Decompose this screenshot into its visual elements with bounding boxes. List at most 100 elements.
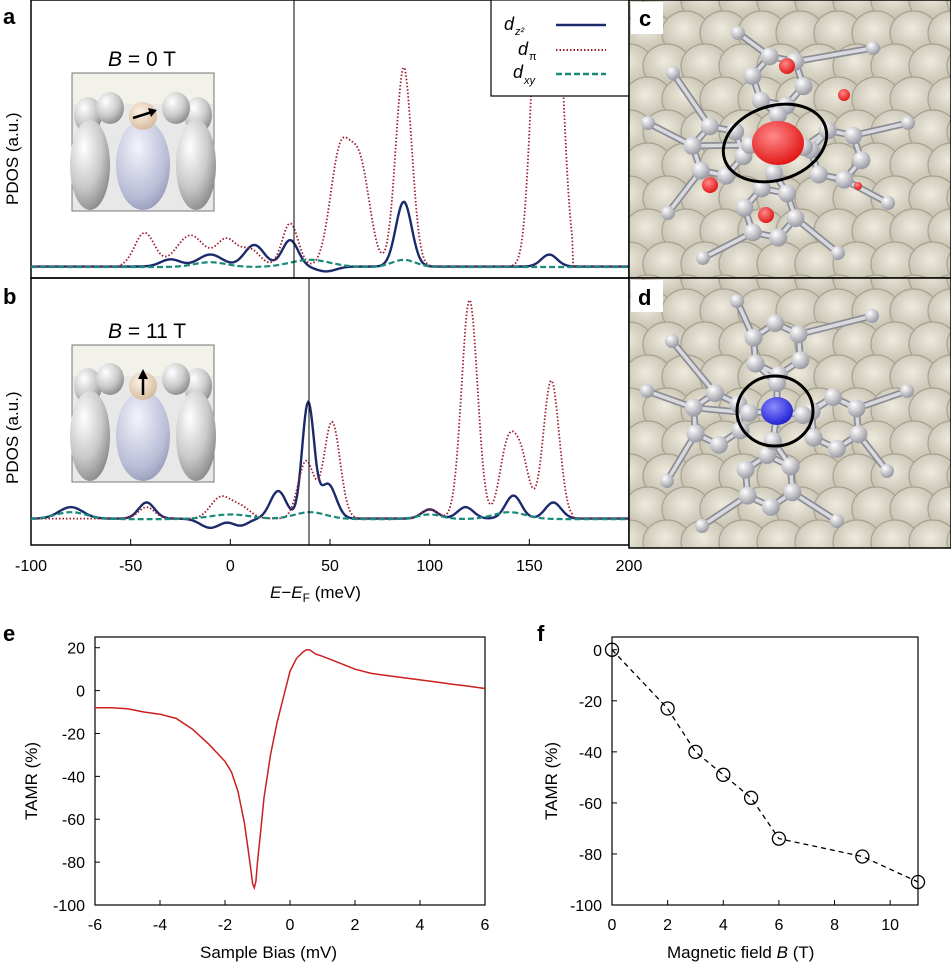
- tamr-e-y-tick-label: 20: [67, 641, 85, 658]
- tamr-e-line: [95, 649, 486, 891]
- tamr-e-x-tick-label: -6: [88, 917, 102, 934]
- pdos-b-plot: [31, 298, 629, 529]
- legend-item-dz2: d z²: [504, 14, 606, 38]
- tamr-f-point: [716, 767, 731, 782]
- tamr-f-xlabel: Magnetic field B (T): [667, 943, 814, 962]
- inset-b-label: B = 11 T: [108, 320, 186, 343]
- legend-box: [490, 0, 630, 97]
- tamr-e-xlabel: Sample Bias (mV): [200, 943, 337, 962]
- pdos-legend: d z² d π d xy: [490, 0, 630, 97]
- panel-c-label-box: [631, 2, 663, 34]
- tamr-f-point: [604, 642, 620, 657]
- pdos-x-tick-label: -50: [119, 558, 142, 575]
- panel-label-e: e: [3, 621, 15, 646]
- tamr-f-x-tick-label: 0: [608, 917, 617, 934]
- pdos-x-tick-label: 150: [516, 558, 543, 575]
- pdos-x-ticks: -100 -50 0 50 100 150 200: [15, 539, 642, 575]
- pdos-x-tick-label: -100: [15, 558, 47, 575]
- tamr-f-y-tick-label: -80: [579, 847, 602, 864]
- tamr-f-point: [910, 874, 926, 890]
- panel-d-label-box: [631, 280, 663, 312]
- tamr-e-y-tick-label: 0: [76, 684, 85, 701]
- tamr-f-plot: 0 2 4 6 8 10 -100 -80 -60 -40 -20 0: [570, 642, 926, 934]
- spin-density-c: [752, 121, 804, 165]
- legend-item-dxy: d xy: [513, 62, 606, 87]
- pdos-series-dpi: [31, 298, 629, 520]
- inset-a-label: B = 0 T: [108, 48, 176, 71]
- tamr-e-ylabel: TAMR (%): [22, 742, 41, 820]
- panel-label-d: d: [638, 285, 651, 310]
- legend-dz2-sub: z²: [514, 26, 525, 38]
- inset-b-image: [70, 344, 216, 483]
- tamr-e-y-tick-label: -60: [62, 812, 85, 829]
- pdos-a-ylabel: PDOS (a.u.): [3, 112, 22, 205]
- tamr-f-point: [855, 849, 870, 864]
- legend-dpi-sub: π: [529, 51, 537, 63]
- legend-dz2-base: d: [504, 14, 515, 34]
- tamr-e-x-tick-label: 2: [351, 917, 360, 934]
- tamr-e-y-tick-label: -80: [62, 855, 85, 872]
- pdos-series-dz2: [31, 200, 629, 273]
- tamr-f-frame: [611, 636, 919, 906]
- tamr-f-x-tick-label: 8: [830, 917, 839, 934]
- molecule-c: [641, 26, 915, 265]
- tamr-f-y-tick-label: -20: [579, 694, 602, 711]
- legend-dxy-sub: xy: [523, 75, 537, 87]
- molecule-d: [640, 294, 914, 533]
- spin-density-d: [761, 397, 793, 425]
- tamr-f-line: [611, 649, 919, 883]
- tamr-field-panel-f: f 0 2 4 6 8 10 -100 -80 -60 -40 -20 0 Magnetic fiel…: [537, 621, 926, 962]
- tamr-f-point: [688, 744, 703, 760]
- inset-a-image: [70, 72, 216, 212]
- tamr-f-y-tick-label: -40: [579, 745, 602, 762]
- panel-label-b: b: [3, 284, 16, 309]
- tamr-e-x-tick-label: 4: [416, 917, 425, 934]
- tamr-f-y-tick-label: 0: [593, 643, 602, 660]
- molecule-panel-c: c: [628, 0, 951, 279]
- pdos-a-plot: [31, 0, 629, 273]
- tamr-e-frame: [94, 636, 486, 906]
- inset-b: B = 11 T: [70, 320, 216, 483]
- tamr-f-point: [660, 701, 675, 716]
- tamr-e-x-tick-label: -2: [218, 917, 232, 934]
- highlight-ring-d: [735, 374, 815, 448]
- panel-label-f: f: [537, 621, 545, 646]
- tamr-e-y-tick-label: -40: [62, 769, 85, 786]
- tamr-e-y-tick-label: -20: [62, 726, 85, 743]
- pdos-series-dxy: [31, 258, 629, 269]
- tamr-f-y-tick-label: -100: [570, 898, 602, 915]
- panel-label-c: c: [639, 6, 651, 31]
- tamr-e-y-tick-label: -100: [53, 898, 85, 915]
- tamr-f-x-tick-label: 2: [663, 917, 672, 934]
- tamr-f-y-tick-label: -60: [579, 796, 602, 813]
- legend-dpi-base: d: [518, 39, 529, 59]
- tamr-f-x-tick-label: 4: [719, 917, 728, 934]
- pdos-series-dpi: [31, 0, 629, 268]
- pdos-x-tick-label: 100: [416, 558, 443, 575]
- tamr-f-point: [771, 831, 787, 846]
- pdos-x-tick-label: 0: [226, 558, 235, 575]
- panel-label-a: a: [3, 4, 16, 29]
- pdos-x-tick-label: 200: [616, 558, 643, 575]
- tamr-e-x-tick-label: 6: [481, 917, 490, 934]
- tamr-f-x-tick-label: 6: [774, 917, 783, 934]
- pdos-series-dz2: [31, 400, 629, 529]
- legend-item-dpi: d π: [518, 39, 606, 63]
- tamr-f-point: [743, 790, 759, 805]
- molecule-panel-d: d: [628, 277, 951, 549]
- inset-a: B = 0 T: [70, 48, 216, 212]
- tamr-e-x-tick-label: -4: [153, 917, 167, 934]
- tamr-f-ylabel: TAMR (%): [542, 742, 561, 820]
- legend-dxy-base: d: [513, 62, 524, 82]
- pdos-series-dxy: [31, 511, 629, 521]
- pdos-panel-b: b PDOS (a.u.) -100 -50 0 50 100 150 200 E−EF (…: [3, 277, 642, 605]
- tamr-f-x-tick-label: 10: [881, 917, 899, 934]
- pdos-b-ylabel: PDOS (a.u.): [3, 391, 22, 484]
- tamr-e-x-tick-label: 0: [286, 917, 295, 934]
- highlight-ring-c: [721, 102, 829, 184]
- pdos-x-tick-label: 50: [321, 558, 339, 575]
- pdos-xlabel: E−EF (meV): [270, 583, 361, 605]
